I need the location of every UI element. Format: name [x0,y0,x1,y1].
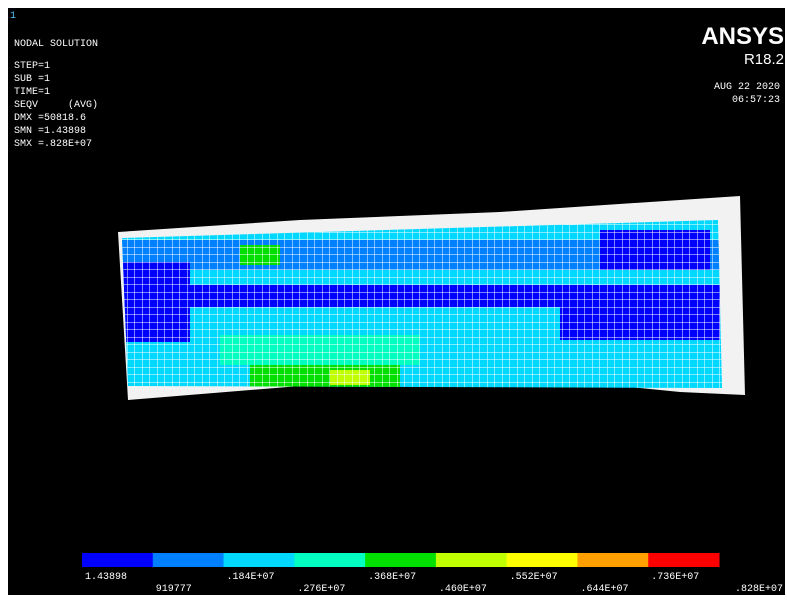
result: SEQV (AVG) [14,99,98,111]
legend-label: .736E+07 [651,572,699,583]
step: STEP=1 [14,61,50,72]
legend-label: 1.43898 [85,572,127,583]
legend-swatch [224,553,295,567]
model [110,196,745,400]
clock: 06:57:23 [732,95,780,106]
date: AUG 22 2020 [714,82,780,93]
sub: SUB =1 [14,74,50,85]
legend-swatch [507,553,578,567]
smn: SMN =1.43898 [14,126,86,137]
smx: SMX =.828E+07 [14,139,92,150]
brand: ANSYS [701,23,784,50]
legend-label: .460E+07 [439,584,487,595]
legend-swatch [577,553,648,567]
legend-swatch [648,553,719,567]
legend-label: 919777 [156,584,192,595]
legend-swatch [294,553,365,567]
legend-label: .184E+07 [227,572,275,583]
legend-swatch [82,553,153,567]
version: R18.2 [744,51,784,68]
legend-swatch [436,553,507,567]
dmx: DMX =50818.6 [14,113,86,124]
ansys-viewport: 1 NODAL SOLUTION STEP=1 SUB =1 TIME=1 SE… [0,0,787,600]
legend-label: .368E+07 [368,572,416,583]
window-number: 1 [10,11,16,22]
legend-label: .552E+07 [510,572,558,583]
legend-label: .276E+07 [297,584,345,595]
legend-swatch [153,553,224,567]
legend-label: .828E+07 [735,584,783,595]
time: TIME=1 [14,87,50,98]
title: NODAL SOLUTION [14,39,98,50]
legend-swatch [365,553,436,567]
legend-label: .644E+07 [580,584,628,595]
